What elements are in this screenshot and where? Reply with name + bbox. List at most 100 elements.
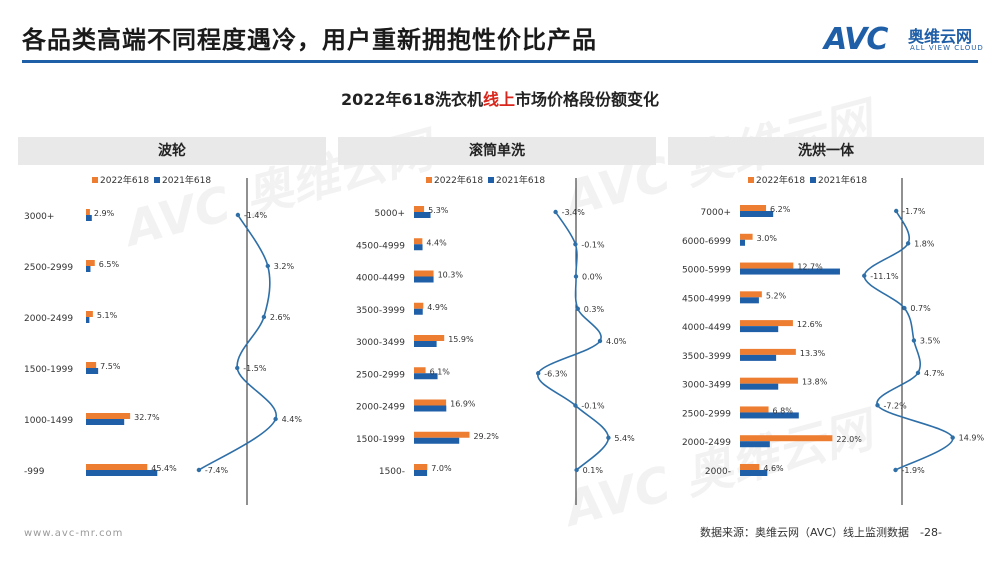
change-label: -1.7% [902,207,926,216]
logo-main: AVC [824,22,888,57]
bar-2021 [414,470,428,476]
category-label: 4000-4499 [682,323,731,333]
logo-cn: 奥维云网 [908,27,973,46]
bar-value-label: 4.4% [426,238,447,247]
bar-value-label: 7.0% [431,464,452,473]
bar-value-label: 5.2% [766,291,787,300]
category-label: 2000-2499 [682,438,731,448]
bar-2021 [414,244,423,251]
category-label: 2500-2999 [682,409,731,419]
subtitle-post: 市场价格段份额变化 [514,90,659,109]
change-point [606,435,611,440]
change-point [536,371,541,376]
avc-logo: AVC 奥维云网 ALL VIEW CLOUD [824,22,984,58]
bar-value-label: 6.2% [770,205,791,214]
change-point [261,314,267,320]
bar-2021 [740,239,746,246]
title-divider [22,60,978,63]
panel-header-xihong: 洗烘一体 [668,137,984,165]
change-label: -11.1% [870,272,899,281]
legend-swatch-2022 [92,177,98,183]
change-label: 4.4% [282,415,303,424]
bar-2021 [86,368,99,374]
change-label: -6.3% [544,369,568,378]
bar-value-label: 15.9% [448,335,474,344]
bar-2022 [414,206,425,212]
change-point [235,212,241,218]
bar-value-label: 32.7% [134,413,160,422]
category-label: 1000-1499 [24,416,73,426]
bar-value-label: 16.9% [450,400,476,409]
category-label: 1500-1999 [24,365,73,375]
category-label: 6000-6999 [682,237,731,247]
bar-2022 [414,335,445,341]
bar-2022 [414,431,470,438]
category-label: 4500-4999 [682,294,731,304]
legend-swatch-2021 [488,177,494,183]
panel-title: 滚筒单洗 [469,143,525,159]
bar-2021 [86,419,125,425]
change-point [950,435,955,440]
panel-header-guntong: 滚筒单洗 [338,137,656,165]
change-label: 4.0% [606,337,627,346]
bar-2022 [414,270,434,277]
bar-2022 [86,311,93,317]
bar-2021 [414,212,431,218]
change-label: 0.7% [910,304,931,313]
category-label: 3000-3499 [682,381,731,391]
change-label: 0.0% [582,273,603,282]
change-curve [198,214,277,471]
bar-2021 [740,354,777,361]
change-point [915,370,921,376]
panel-header-bolun: 波轮 [18,137,326,165]
change-label: 3.2% [274,262,295,271]
logo-en: ALL VIEW CLOUD [910,44,984,52]
category-label: 3000-3499 [356,338,405,348]
change-point [553,209,558,215]
change-label: -7.4% [205,466,229,475]
bar-2022 [740,464,760,470]
change-label: 0.1% [583,466,604,475]
category-label: 2500-2999 [356,370,405,380]
category-label: 2000- [705,467,731,477]
page-title: 各品类高端不同程度遇冷，用户重新拥抱性价比产品 [22,26,597,54]
bar-value-label: 6.8% [773,406,794,415]
bar-value-label: 12.7% [797,263,823,272]
category-label: 1500-1999 [356,435,405,445]
change-label: -1.4% [244,211,268,220]
change-label: -1.9% [902,466,926,475]
change-point [902,305,907,311]
change-label: 0.3% [584,305,605,314]
panel-title: 洗烘一体 [798,143,854,159]
bar-value-label: 12.6% [797,320,823,329]
bar-2022 [414,464,428,470]
legend-label-2021: 2021年618 [818,174,867,186]
bar-2022 [740,205,767,211]
bar-2021 [740,441,770,448]
change-point [894,208,899,214]
legend-label-2022: 2022年618 [756,174,805,186]
change-point [574,467,579,473]
bar-value-label: 7.5% [100,362,121,371]
category-label: 3500-3999 [682,352,731,362]
subtitle-pre: 2022年618洗衣机 [341,90,483,109]
bar-2021 [414,405,447,412]
category-label: -999 [24,467,45,477]
panel-title: 波轮 [158,143,186,159]
bar-2021 [740,383,779,390]
change-label: -1.5% [243,364,267,373]
bar-2022 [740,320,793,327]
bar-2021 [414,341,437,347]
bar-2022 [740,262,794,269]
category-label: 2000-2499 [24,314,73,324]
category-label: 2500-2999 [24,263,73,273]
bar-2022 [86,209,90,215]
change-curve [863,210,954,471]
bar-value-label: 5.3% [428,206,449,215]
bar-value-label: 5.1% [97,311,118,320]
bar-2021 [740,412,799,419]
change-label: 14.9% [959,434,985,443]
change-point [265,263,270,269]
footer-source: 数据来源：奥维云网（AVC）线上监测数据 -28- [700,526,942,539]
change-point [573,274,579,279]
